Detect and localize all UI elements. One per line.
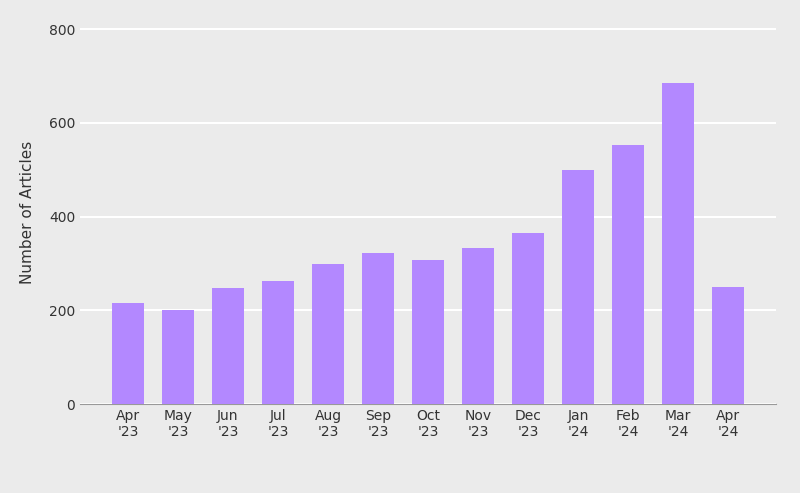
Bar bbox=[112, 303, 144, 404]
Bar bbox=[462, 248, 494, 404]
Bar bbox=[712, 287, 744, 404]
Bar bbox=[362, 253, 394, 404]
Bar bbox=[162, 311, 194, 404]
Bar bbox=[312, 264, 344, 404]
Bar bbox=[212, 288, 244, 404]
Bar bbox=[262, 282, 294, 404]
Bar bbox=[412, 260, 444, 404]
Bar bbox=[562, 170, 594, 404]
Bar bbox=[612, 145, 644, 404]
Bar bbox=[512, 233, 544, 404]
Y-axis label: Number of Articles: Number of Articles bbox=[20, 141, 35, 283]
Bar bbox=[662, 83, 694, 404]
